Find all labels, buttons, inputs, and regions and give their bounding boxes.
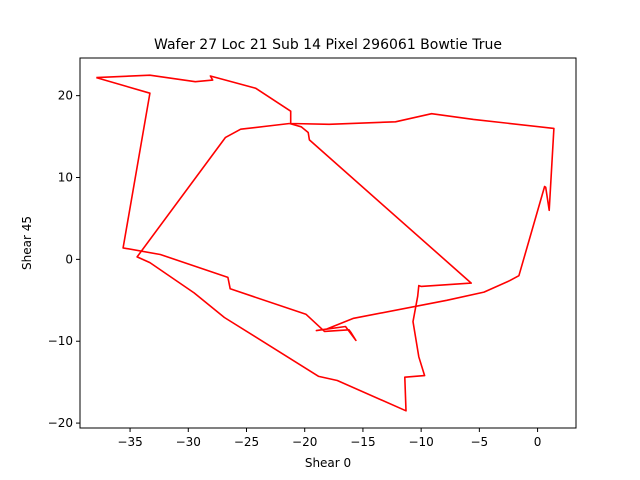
plot-area — [80, 58, 576, 428]
series-line-2 — [136, 122, 473, 412]
y-tick-label: −20 — [48, 416, 73, 430]
plot-frame — [79, 57, 577, 429]
x-tick-label: −15 — [350, 435, 375, 449]
chart-title: Wafer 27 Loc 21 Sub 14 Pixel 296061 Bowt… — [154, 37, 502, 53]
y-tick-label: −10 — [48, 334, 73, 348]
series-layer — [96, 74, 555, 412]
x-axis-ticks: −35 −30 −25 −20 −15 −10 −5 0 — [117, 428, 541, 449]
x-tick-label: −35 — [117, 435, 142, 449]
x-tick-label: −5 — [471, 435, 489, 449]
series-line-1 — [96, 74, 555, 342]
y-axis-label: Shear 45 — [20, 216, 34, 270]
x-tick-label: −20 — [292, 435, 317, 449]
x-tick-label: −25 — [234, 435, 259, 449]
x-tick-label: −10 — [408, 435, 433, 449]
y-tick-label: 10 — [58, 171, 73, 185]
x-axis-label: Shear 0 — [305, 456, 351, 470]
x-tick-label: −30 — [176, 435, 201, 449]
y-axis-ticks: −20 −10 0 10 20 — [48, 89, 80, 430]
y-tick-label: 0 — [65, 252, 73, 266]
y-tick-label: 20 — [58, 89, 73, 103]
x-tick-label: 0 — [534, 435, 542, 449]
